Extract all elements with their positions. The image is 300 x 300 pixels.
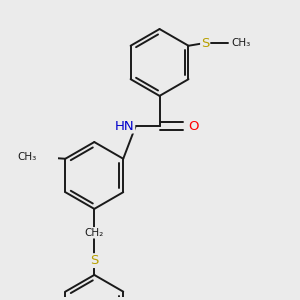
Text: HN: HN (115, 120, 134, 133)
Text: CH₃: CH₃ (231, 38, 250, 48)
Text: S: S (201, 37, 209, 50)
Text: S: S (90, 254, 98, 267)
Text: CH₂: CH₂ (85, 228, 104, 238)
Text: CH₃: CH₃ (17, 152, 37, 162)
Text: O: O (188, 120, 199, 133)
